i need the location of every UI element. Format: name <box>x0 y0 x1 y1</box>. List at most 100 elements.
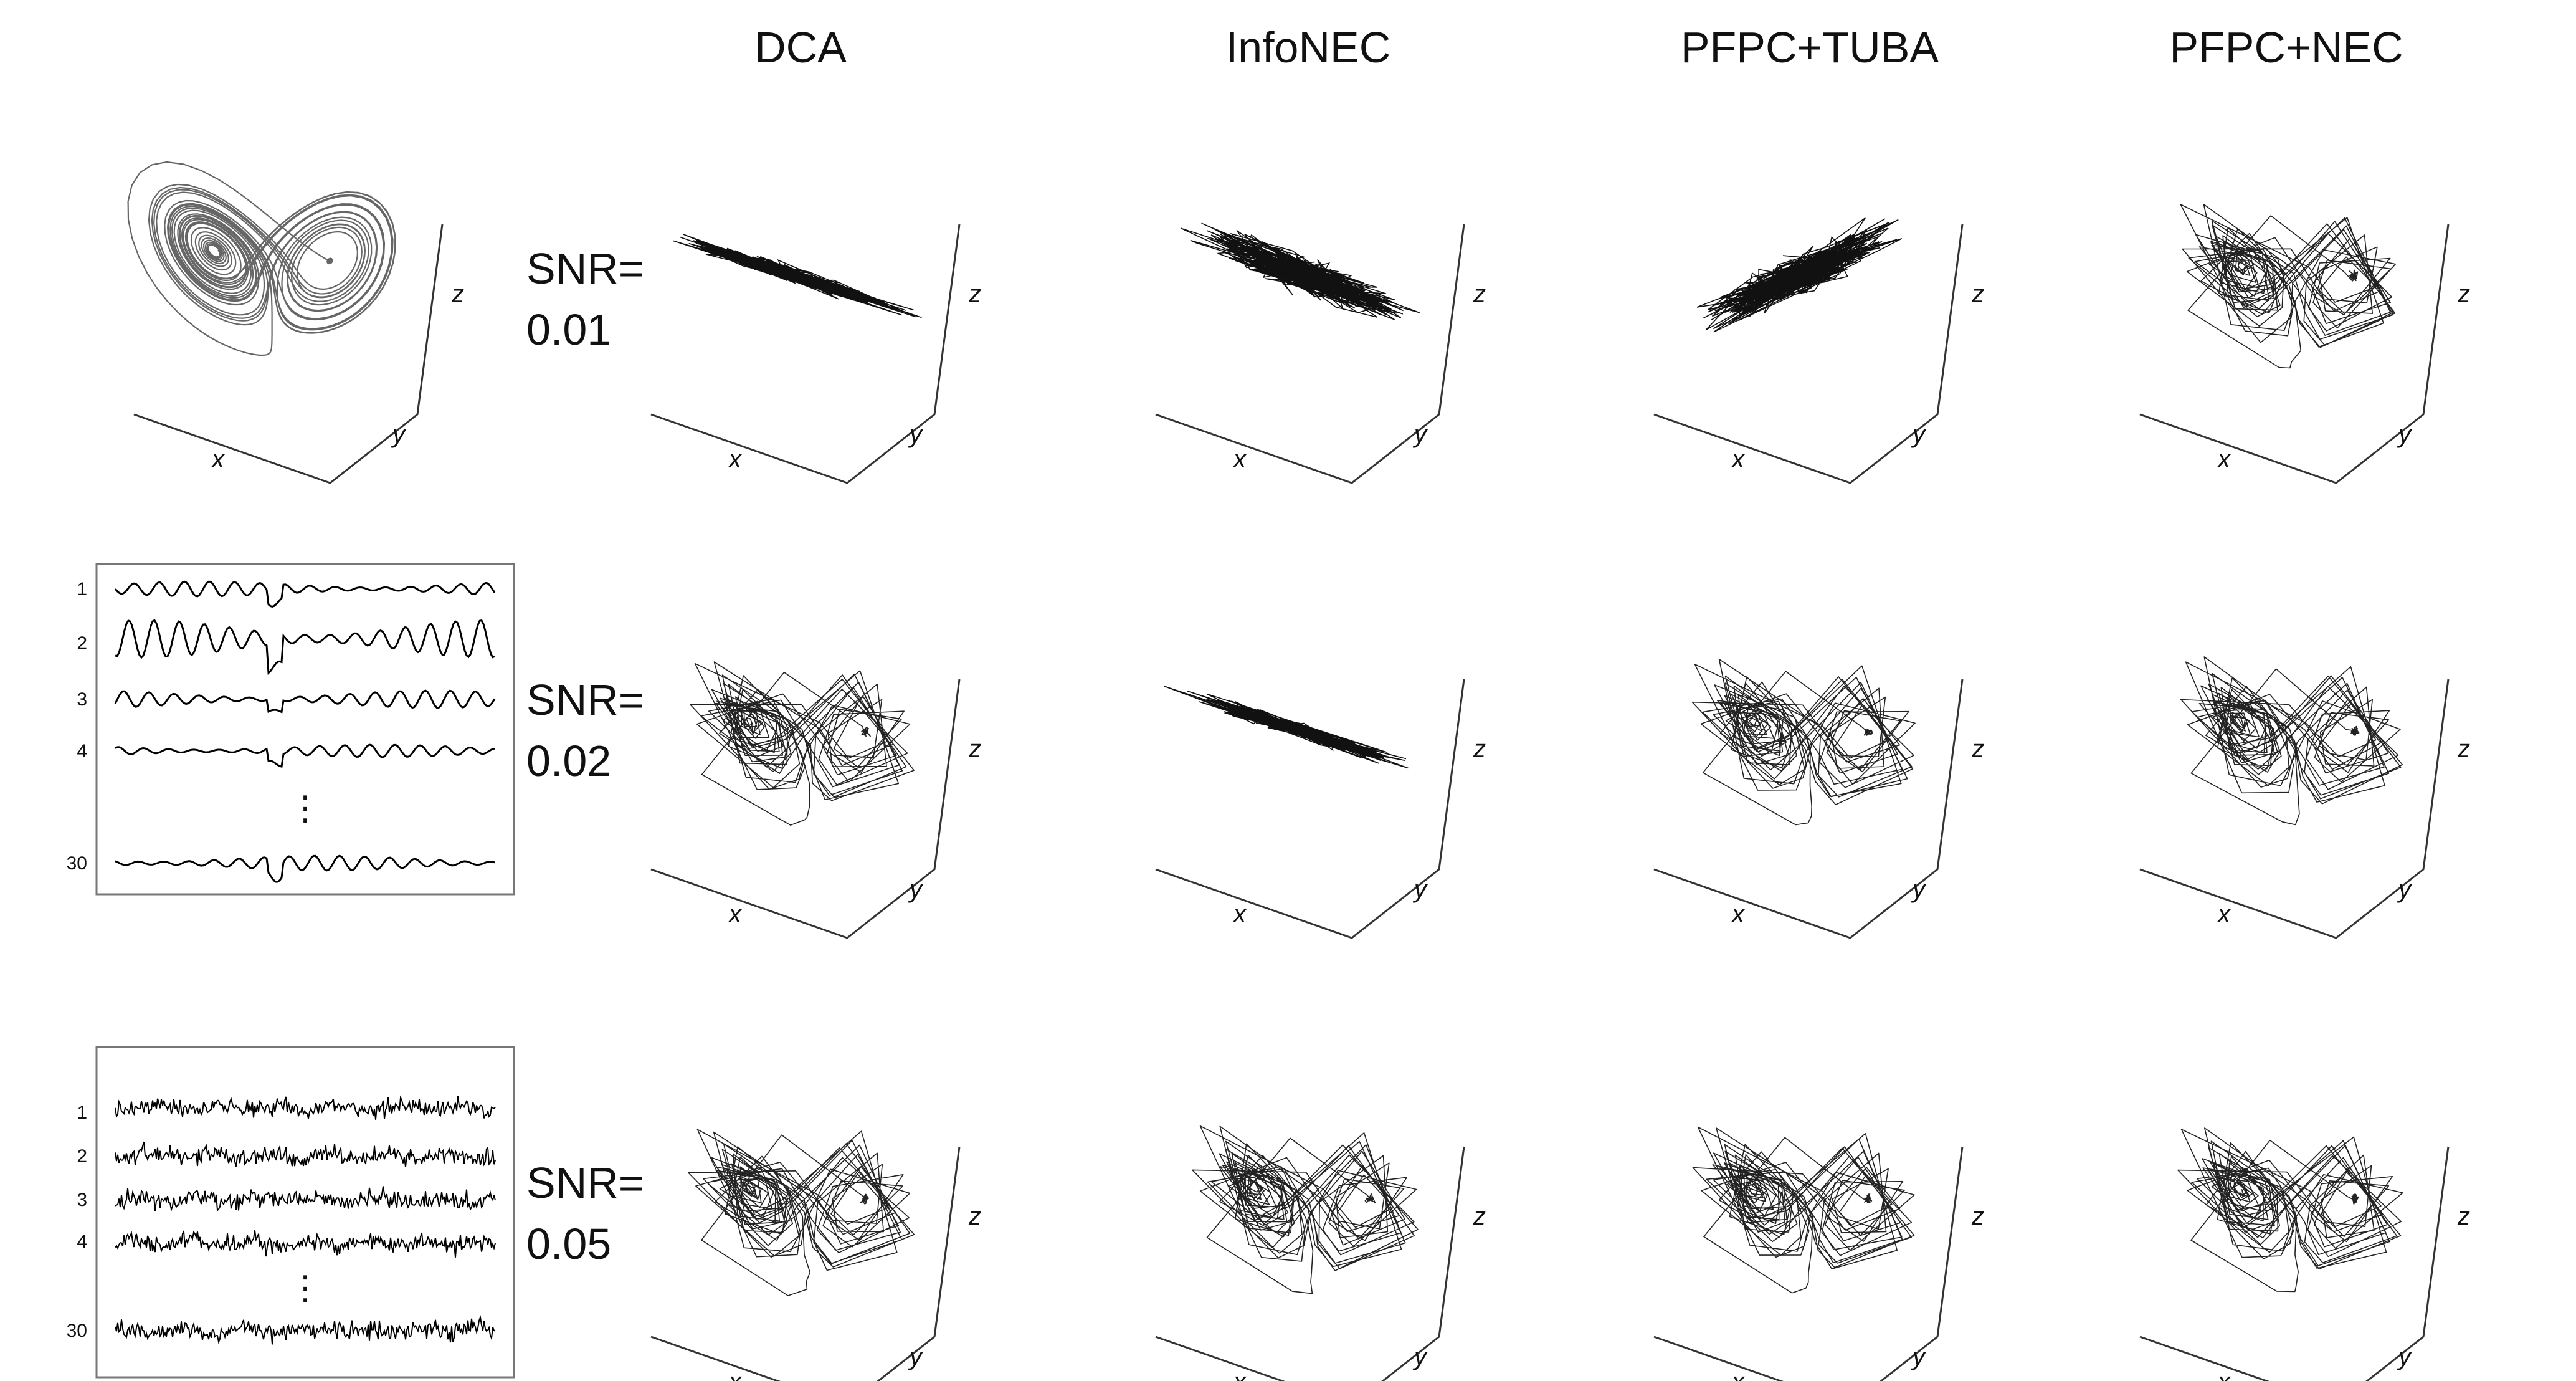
channel-trace <box>115 1141 496 1167</box>
axis-frame <box>650 224 961 484</box>
latent-trajectory <box>1691 659 1916 826</box>
title-pfpc-tuba: PFPC+TUBA <box>1681 23 1939 72</box>
latent-trajectory <box>1163 686 1409 769</box>
channel-trace <box>115 1186 496 1212</box>
y-axis-label: y <box>391 421 407 448</box>
channel-label-4: 4 <box>77 741 87 762</box>
x-axis-label: x <box>2217 446 2231 473</box>
y-axis-label: y <box>1412 1343 1428 1370</box>
x-axis-label: x <box>1232 901 1247 928</box>
latent-trajectory <box>690 661 915 826</box>
channel-label-2: 2 <box>77 1146 87 1167</box>
panel-row2-col2: x y z <box>1155 679 1486 939</box>
latent-trajectory <box>1192 1125 1419 1294</box>
panel-row2-col1: x y z <box>650 661 981 939</box>
x-axis-label: x <box>728 901 743 928</box>
axis-frame <box>1653 1146 1964 1381</box>
snr-label-row-3: SNR= <box>526 1159 644 1207</box>
panel-row2-col3: x y z <box>1653 659 1984 939</box>
y-axis-label: y <box>908 876 924 903</box>
channel-trace <box>115 1229 496 1258</box>
method-titles: DCA InfoNEC PFPC+TUBA PFPC+NEC <box>754 23 2403 72</box>
snr-label-row-1: SNR= <box>526 244 644 293</box>
y-axis-label: y <box>2397 876 2413 903</box>
trace-box-noisy: 1 2 3 4 30 ⋮ <box>67 1046 515 1379</box>
y-axis-label: y <box>2397 421 2413 448</box>
z-axis-label: z <box>1473 1203 1486 1230</box>
snr-labels: SNR= 0.01 SNR= 0.02 SNR= 0.05 <box>526 244 644 1268</box>
trace-box-smooth: 1 2 3 4 30 ⋮ <box>67 563 515 896</box>
title-pfpc-nec: PFPC+NEC <box>2169 23 2403 72</box>
axis-frame <box>2139 679 2450 939</box>
latent-trajectory <box>688 1129 915 1296</box>
x-axis-label: x <box>1731 901 1746 928</box>
x-axis-label: x <box>1731 446 1746 473</box>
snr-value-row-3: 0.05 <box>526 1220 611 1268</box>
y-axis-label: y <box>1911 1343 1927 1370</box>
latent-trajectory <box>2177 1127 2403 1293</box>
x-axis-label: x <box>1232 446 1247 473</box>
z-axis-label: z <box>1971 735 1984 763</box>
channel-trace <box>114 580 496 608</box>
panel-row1-col4: x y z <box>2139 204 2470 484</box>
latent-trajectory <box>1692 1126 1915 1294</box>
latent-trajectory <box>127 161 396 356</box>
trace-box-frame <box>95 563 515 896</box>
axis-frame <box>1653 679 1964 939</box>
latent-trajectory <box>2180 656 2403 826</box>
channel-label-3: 3 <box>77 1190 87 1210</box>
channel-trace <box>115 854 495 883</box>
z-axis-label: z <box>2457 1203 2470 1230</box>
axis-frame <box>2139 1146 2450 1381</box>
axis-frame <box>2139 224 2450 484</box>
panel-row1-col2: x y z <box>1155 222 1486 484</box>
snr-label-row-2: SNR= <box>526 676 644 724</box>
panel-row3-col1: x y z <box>650 1129 981 1381</box>
z-axis-label: z <box>2457 280 2470 308</box>
channel-ellipsis: ⋮ <box>288 1268 322 1307</box>
z-axis-label: z <box>2457 735 2470 763</box>
z-axis-label: z <box>1971 280 1984 308</box>
channel-label-2: 2 <box>77 633 87 654</box>
channel-label-3: 3 <box>77 689 87 710</box>
axis-frame <box>650 1146 961 1381</box>
axis-frame <box>1155 224 1465 484</box>
y-axis-label: y <box>2397 1343 2413 1370</box>
panel-row2-col4: x y z <box>2139 656 2470 939</box>
channel-label-1: 1 <box>77 1102 87 1123</box>
panel-row3-col2: x y z <box>1155 1125 1486 1381</box>
z-axis-label: z <box>968 1203 981 1230</box>
x-axis-label: x <box>1232 1368 1247 1381</box>
channel-label-30: 30 <box>67 1321 87 1341</box>
x-axis-label: x <box>2217 1368 2231 1381</box>
x-axis-label: x <box>728 446 743 473</box>
axis-frame <box>1653 224 1964 484</box>
axis-frame <box>133 224 444 484</box>
z-axis-label: z <box>1473 735 1486 763</box>
channel-trace <box>114 689 496 714</box>
panel-row3-col3: x y z <box>1653 1126 1984 1381</box>
latent-trajectory <box>1181 222 1420 320</box>
z-axis-label: z <box>968 280 981 308</box>
y-axis-label: y <box>908 421 924 448</box>
reference-attractor-panel: x y z <box>127 161 464 484</box>
axis-frame <box>1155 679 1465 939</box>
title-dca: DCA <box>754 23 847 72</box>
axis-frame <box>1155 1146 1465 1381</box>
z-axis-label: z <box>968 735 981 763</box>
z-axis-label: z <box>1971 1203 1984 1230</box>
panel-row1-col1: x y z <box>650 224 981 484</box>
channel-label-1: 1 <box>77 579 87 600</box>
channel-trace <box>115 1095 496 1120</box>
x-axis-label: x <box>211 446 226 473</box>
channel-trace <box>115 743 495 768</box>
latent-panels: x y z x y z x y z x y z x y z x y z x y z x y z x y z x y z x y z x y z <box>650 204 2470 1381</box>
x-axis-label: x <box>728 1368 743 1381</box>
z-axis-label: z <box>451 280 464 308</box>
y-axis-label: y <box>1911 876 1927 903</box>
trace-box-frame <box>95 1046 515 1379</box>
channel-trace <box>115 1315 496 1345</box>
panel-row3-col4: x y z <box>2139 1127 2470 1381</box>
snr-value-row-1: 0.01 <box>526 305 611 354</box>
